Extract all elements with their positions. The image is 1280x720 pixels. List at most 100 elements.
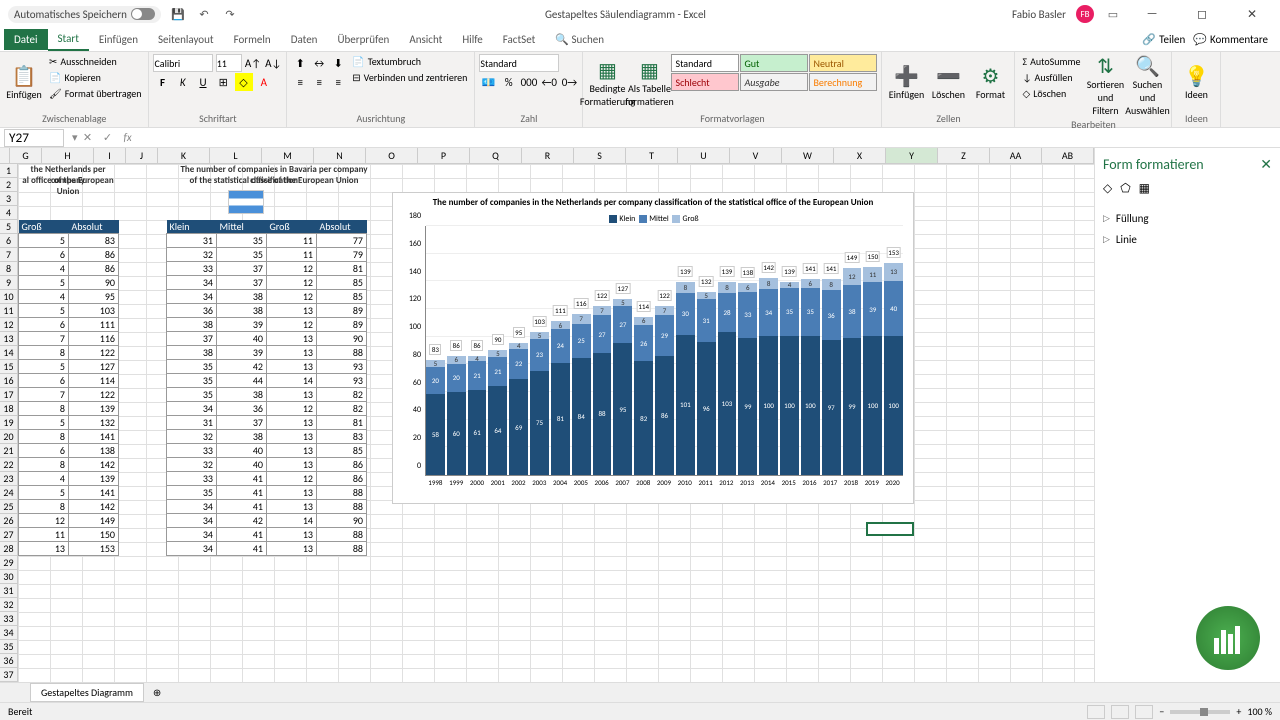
bar-column[interactable]: 82 26 6 114 xyxy=(634,317,653,475)
row-header[interactable]: 29 xyxy=(0,556,18,570)
minimize-button[interactable]: — xyxy=(1132,0,1172,28)
enter-formula-icon[interactable]: ✓ xyxy=(98,131,118,144)
decrease-font-icon[interactable]: A↓ xyxy=(264,54,282,72)
align-top-icon[interactable]: ⬆ xyxy=(291,54,309,72)
row-header[interactable]: 13 xyxy=(0,332,18,346)
row-header[interactable]: 35 xyxy=(0,640,18,654)
bar-column[interactable]: 99 33 6 138 xyxy=(738,283,757,475)
number-format-select[interactable] xyxy=(479,54,559,72)
row-header[interactable]: 8 xyxy=(0,262,18,276)
cut-button[interactable]: ✂ Ausschneiden xyxy=(46,54,144,69)
row-header[interactable]: 23 xyxy=(0,472,18,486)
row-header[interactable]: 12 xyxy=(0,318,18,332)
sheet-tab[interactable]: Gestapeltes Diagramm xyxy=(30,683,144,702)
align-middle-icon[interactable]: ↔ xyxy=(310,54,328,72)
row-header[interactable]: 31 xyxy=(0,584,18,598)
row-header[interactable]: 22 xyxy=(0,458,18,472)
bar-column[interactable]: 97 36 8 141 xyxy=(822,279,841,475)
font-select[interactable] xyxy=(153,54,213,72)
paste-button[interactable]: 📋Einfügen xyxy=(4,54,44,111)
bar-column[interactable]: 103 28 8 139 xyxy=(718,282,737,475)
column-header[interactable]: I xyxy=(94,148,126,164)
bar-column[interactable]: 100 35 4 139 xyxy=(780,282,799,475)
fx-icon[interactable]: fx xyxy=(118,131,138,144)
user-avatar[interactable]: FB xyxy=(1076,5,1094,23)
column-header[interactable]: H xyxy=(42,148,94,164)
bar-column[interactable]: 69 22 4 95 xyxy=(509,343,528,475)
row-header[interactable]: 19 xyxy=(0,416,18,430)
column-header[interactable]: W xyxy=(782,148,834,164)
column-header[interactable]: AA xyxy=(990,148,1042,164)
format-cells-button[interactable]: ⚙Format xyxy=(970,54,1010,111)
row-header[interactable]: 25 xyxy=(0,500,18,514)
row-header[interactable]: 3 xyxy=(0,192,18,206)
fill-color-button[interactable]: ◇ xyxy=(235,73,253,91)
conditional-format-button[interactable]: ▦Bedingte Formatierung xyxy=(587,54,627,111)
bar-column[interactable]: 96 31 5 132 xyxy=(697,292,716,475)
row-header[interactable]: 15 xyxy=(0,360,18,374)
row-header[interactable]: 5 xyxy=(0,220,18,234)
cell-style-neutral[interactable]: Neutral xyxy=(809,54,877,72)
merge-button[interactable]: ⊟ Verbinden und zentrieren xyxy=(349,70,470,85)
row-header[interactable]: 37 xyxy=(0,668,18,682)
row-header[interactable]: 11 xyxy=(0,304,18,318)
row-header[interactable]: 7 xyxy=(0,248,18,262)
chart[interactable]: The number of companies in the Netherlan… xyxy=(392,192,914,504)
row-header[interactable]: 6 xyxy=(0,234,18,248)
close-button[interactable]: ✕ xyxy=(1232,0,1272,28)
row-header[interactable]: 21 xyxy=(0,444,18,458)
search-box[interactable]: 🔍 Suchen xyxy=(545,29,614,50)
maximize-button[interactable]: ◻ xyxy=(1182,0,1222,28)
fill-line-icon[interactable]: ◇ xyxy=(1103,181,1112,196)
row-header[interactable]: 20 xyxy=(0,430,18,444)
delete-cells-button[interactable]: ➖Löschen xyxy=(928,54,968,111)
italic-button[interactable]: K xyxy=(174,73,192,91)
ribbon-mode-icon[interactable]: ▭ xyxy=(1104,5,1122,23)
underline-button[interactable]: U xyxy=(194,73,212,91)
bar-column[interactable]: 100 39 11 150 xyxy=(863,267,882,475)
decrease-decimal-icon[interactable]: 0→ xyxy=(560,73,578,91)
column-header[interactable]: U xyxy=(678,148,730,164)
column-header[interactable]: Y xyxy=(886,148,938,164)
undo-icon[interactable]: ↶ xyxy=(195,5,213,23)
normal-view-button[interactable] xyxy=(1087,705,1105,719)
share-button[interactable]: 🔗 Teilen xyxy=(1142,33,1185,46)
column-header[interactable]: Q xyxy=(470,148,522,164)
tab-view[interactable]: Ansicht xyxy=(399,29,452,50)
column-header[interactable]: O xyxy=(366,148,418,164)
fill-button[interactable]: ↓ Ausfüllen xyxy=(1019,70,1083,85)
align-right-icon[interactable]: ≡ xyxy=(329,73,347,91)
comments-button[interactable]: 💬 Kommentare xyxy=(1193,33,1268,46)
sort-filter-button[interactable]: ⇅Sortieren und Filtern xyxy=(1085,54,1125,117)
bar-column[interactable]: 88 27 7 122 xyxy=(593,306,612,475)
currency-icon[interactable]: 💶 xyxy=(479,73,497,91)
column-header[interactable]: T xyxy=(626,148,678,164)
zoom-slider[interactable] xyxy=(1170,710,1230,714)
row-header[interactable]: 4 xyxy=(0,206,18,220)
tab-formulas[interactable]: Formeln xyxy=(224,29,281,50)
column-header[interactable]: P xyxy=(418,148,470,164)
increase-decimal-icon[interactable]: ←0 xyxy=(540,73,558,91)
column-header[interactable]: R xyxy=(522,148,574,164)
bar-column[interactable]: 100 34 8 142 xyxy=(759,278,778,475)
row-header[interactable]: 16 xyxy=(0,374,18,388)
tab-data[interactable]: Daten xyxy=(281,29,328,50)
autosave-toggle[interactable]: Automatisches Speichern xyxy=(8,6,161,23)
row-header[interactable]: 26 xyxy=(0,514,18,528)
row-header[interactable]: 10 xyxy=(0,290,18,304)
column-header[interactable]: N xyxy=(314,148,366,164)
row-header[interactable]: 24 xyxy=(0,486,18,500)
bar-column[interactable]: 86 29 7 122 xyxy=(655,306,674,475)
row-header[interactable]: 14 xyxy=(0,346,18,360)
border-button[interactable]: ⊞ xyxy=(214,73,232,91)
cell-style-berechnung[interactable]: Berechnung xyxy=(809,73,877,91)
tab-factset[interactable]: FactSet xyxy=(493,29,546,50)
cell-style-schlecht[interactable]: Schlecht xyxy=(671,73,739,91)
bar-column[interactable]: 61 21 4 86 xyxy=(468,356,487,475)
column-header[interactable]: Z xyxy=(938,148,990,164)
fill-section[interactable]: Füllung xyxy=(1103,208,1272,229)
comma-icon[interactable]: 000 xyxy=(520,73,538,91)
tab-file[interactable]: Datei xyxy=(4,29,48,50)
row-header[interactable]: 18 xyxy=(0,402,18,416)
column-header[interactable]: V xyxy=(730,148,782,164)
